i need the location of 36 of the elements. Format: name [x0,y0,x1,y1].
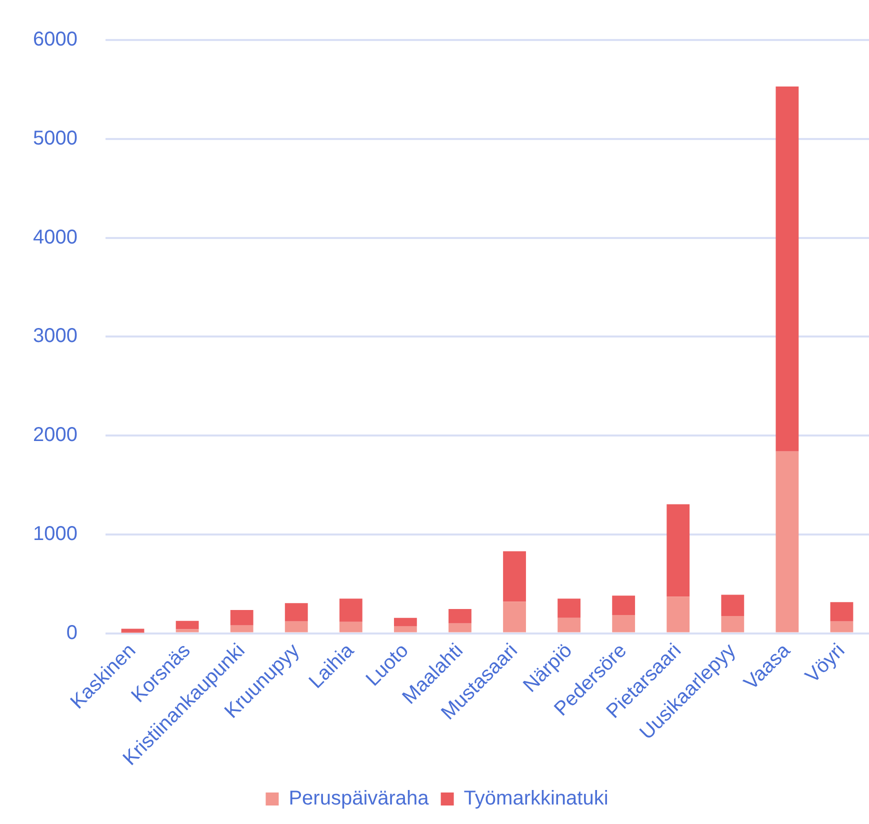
y-tick-label: 5000 [32,127,78,150]
bar [339,622,362,632]
bar [176,629,199,632]
bar [339,598,362,622]
bar [612,596,636,615]
bar [721,616,744,632]
legend-label: Työmarkkinatuki [464,788,608,810]
bar [830,621,854,632]
legend-label: Peruspäiväraha [288,788,430,810]
bar [503,602,526,632]
y-tick-label: 0 [66,622,78,644]
bar [230,625,254,632]
y-tick-label: 3000 [32,325,78,348]
bar [448,609,472,624]
bar [394,626,417,632]
y-tick-label: 1000 [32,522,78,545]
bar [394,618,417,626]
bar [830,602,854,622]
bar [558,618,581,632]
bar [612,614,636,632]
y-tick-label: 4000 [32,226,78,248]
bar [776,86,799,452]
bar [776,451,799,632]
y-tick-label: 6000 [32,28,78,51]
bar [721,594,744,616]
bar [121,628,144,633]
bar [284,603,308,622]
bar [503,551,526,602]
bar [284,621,308,632]
bar [666,596,690,632]
bar [230,610,254,626]
bar [448,623,472,632]
y-tick-label: 2000 [32,424,78,446]
bar [666,504,690,597]
bar [558,598,581,618]
bar [176,620,199,630]
